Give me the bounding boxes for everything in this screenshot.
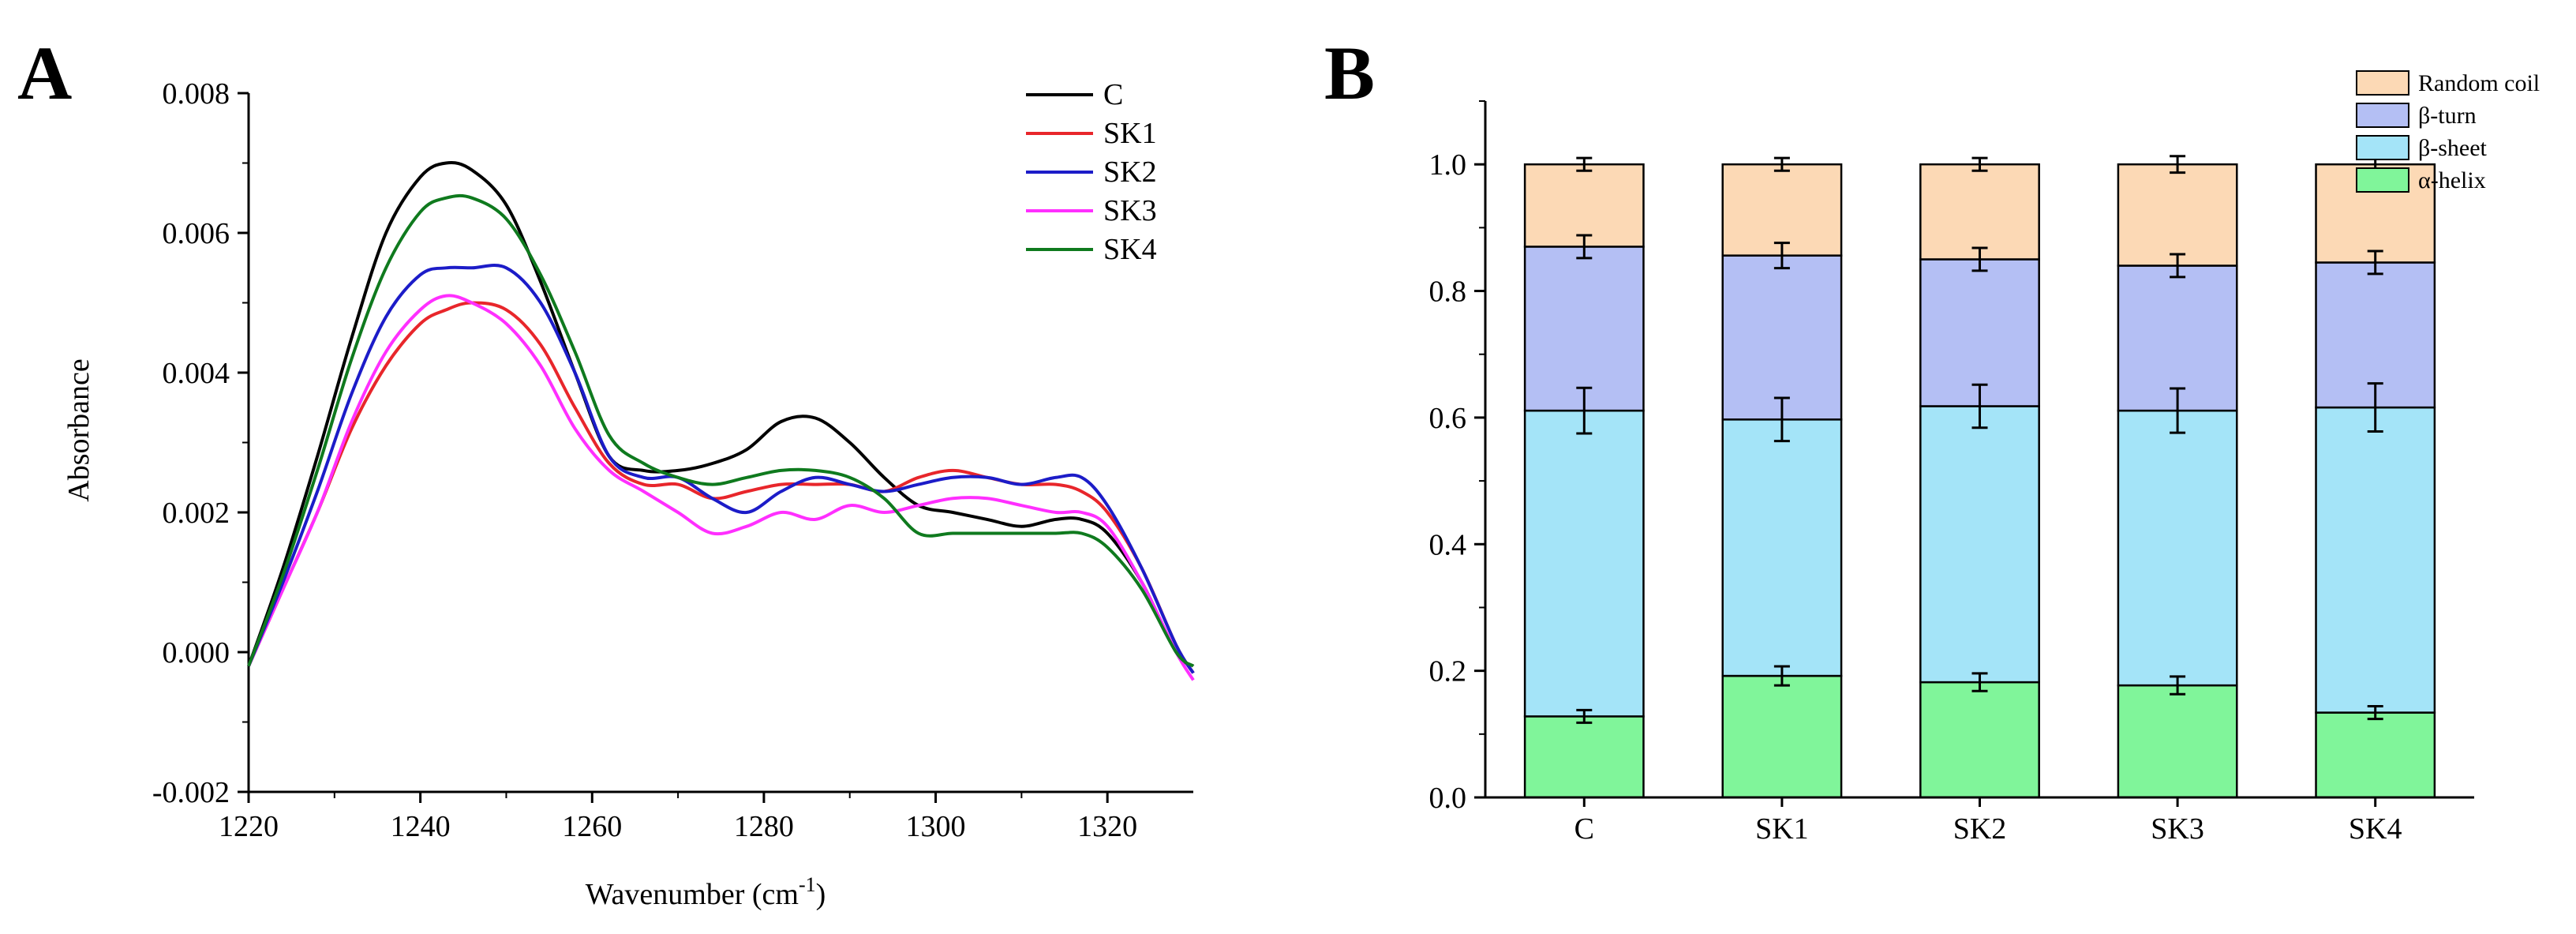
panel-b-bar-segment — [2315, 711, 2436, 799]
panel-a-y-tick-label: -0.002 — [152, 776, 230, 809]
panel-b-y-tick-label: 0.2 — [1429, 655, 1467, 688]
panel-b-legend-swatch — [2356, 103, 2409, 128]
panel-b-bar-segment — [1919, 163, 2040, 261]
panel-b-bar-segment — [2315, 406, 2436, 714]
panel-b-legend: Random coil β-turn β-sheet α-helix — [2356, 70, 2540, 193]
panel-a-label: A — [17, 31, 72, 115]
panel-a-legend: C SK1 SK2 SK3 SK4 — [1026, 78, 1157, 266]
panel-b-bar-segment — [1919, 405, 2040, 684]
panel-b-bar-segment — [2117, 163, 2238, 267]
panel-b-legend-swatch — [2356, 167, 2409, 193]
panel-b-y-tick-label: 0.8 — [1429, 276, 1467, 309]
panel-b-legend-swatch — [2356, 70, 2409, 96]
panel-b-y-tick-label: 0.0 — [1429, 782, 1467, 815]
panel-b-x-tick-label: SK4 — [2349, 812, 2402, 846]
panel-a-axes: -0.002 0.000 0.002 0.004 0.006 0.008 1220 1240 1… — [152, 77, 1193, 843]
panel-a-legend-label: SK1 — [1103, 117, 1157, 150]
panel-b-legend-swatch — [2356, 135, 2409, 160]
panel-a-x-axis-label-main: Wavenumber (cm — [586, 878, 799, 911]
panel-a-y-axis-label: Absorbance — [62, 358, 95, 501]
panel-b-legend-label: β-sheet — [2418, 135, 2488, 161]
panel-a-x-tick-label: 1260 — [562, 810, 622, 843]
panel-b-y-tick-label: 0.4 — [1429, 528, 1467, 561]
panel-a-y-tick-label: 0.000 — [163, 636, 230, 670]
panel-a-y-tick-label: 0.004 — [163, 357, 230, 390]
panel-b-x-tick-label: SK1 — [1755, 812, 1809, 846]
panel-a-series-line-sk3 — [247, 294, 1195, 681]
panel-b-bar-segment — [2117, 684, 2238, 799]
panel-b-axes: C SK1 SK2 SK3 SK4 0.0 0.2 0.4 0.6 0.8 1.0 — [1429, 100, 2474, 846]
panel-b-legend-label: β-turn — [2418, 103, 2477, 129]
panel-a-x-tick-label: 1220 — [219, 810, 279, 843]
panel-a-legend-label: C — [1103, 78, 1123, 111]
panel-b-x-tick-label: SK3 — [2151, 812, 2204, 846]
panel-b-bar-segment — [1721, 418, 1843, 677]
panel-a-x-tick-label: 1300 — [906, 810, 966, 843]
panel-b-stacked-bar-chart: B C SK1 SK2 SK3 SK4 0.0 0.2 0.4 0.6 0.8 1.0 Random… — [1324, 31, 2540, 846]
panel-b-bar-segment — [1919, 258, 2040, 407]
panel-b-x-tick-label: SK2 — [1953, 812, 2007, 846]
panel-a-legend-label: SK3 — [1103, 194, 1157, 227]
panel-a-series-lines — [247, 161, 1195, 681]
panel-a-x-tick-label: 1320 — [1077, 810, 1137, 843]
panel-a-x-axis-label-superscript: -1 — [799, 873, 816, 896]
panel-a-y-tick-label: 0.006 — [163, 217, 230, 250]
panel-a-series-line-sk1 — [247, 301, 1195, 674]
panel-b-error-bars — [1576, 155, 2383, 724]
panel-b-legend-label: Random coil — [2418, 70, 2540, 96]
panel-a-x-tick-label: 1280 — [734, 810, 794, 843]
panel-b-bar-segment — [1523, 715, 1645, 799]
panel-a-line-chart: A -0.002 0.000 0.002 0.004 0.006 0.008 1220 124… — [17, 31, 1195, 911]
panel-b-bar-segment — [1721, 254, 1843, 421]
panel-b-x-tick-label: C — [1574, 812, 1594, 846]
panel-b-bar-segment — [1721, 674, 1843, 799]
panel-a-series-line-c — [247, 161, 1195, 668]
panel-b-bar-segment — [1523, 409, 1645, 718]
panel-a-y-tick-label: 0.002 — [163, 497, 230, 530]
panel-b-y-tick-label: 1.0 — [1429, 148, 1467, 182]
panel-a-series-line-sk2 — [247, 264, 1195, 674]
panel-b-bar-segment — [1919, 681, 2040, 799]
panel-a-y-tick-label: 0.008 — [163, 77, 230, 111]
panel-b-bar-segment — [1523, 246, 1645, 412]
panel-a-x-axis-label: Wavenumber (cm-1) — [586, 873, 826, 911]
panel-b-bar-segment — [2117, 409, 2238, 687]
panel-a-x-axis-label-end: ) — [816, 878, 826, 911]
panel-b-legend-label: α-helix — [2418, 167, 2486, 193]
panel-b-bar-segment — [1721, 163, 1843, 257]
panel-b-bars — [1523, 163, 2436, 799]
panel-a-legend-label: SK4 — [1103, 233, 1157, 266]
panel-a-x-tick-label: 1240 — [391, 810, 451, 843]
panel-a-legend-label: SK2 — [1103, 156, 1157, 189]
panel-b-y-tick-label: 0.6 — [1429, 402, 1467, 435]
panel-b-label: B — [1324, 31, 1375, 115]
panel-a-series-line-sk4 — [247, 193, 1195, 668]
